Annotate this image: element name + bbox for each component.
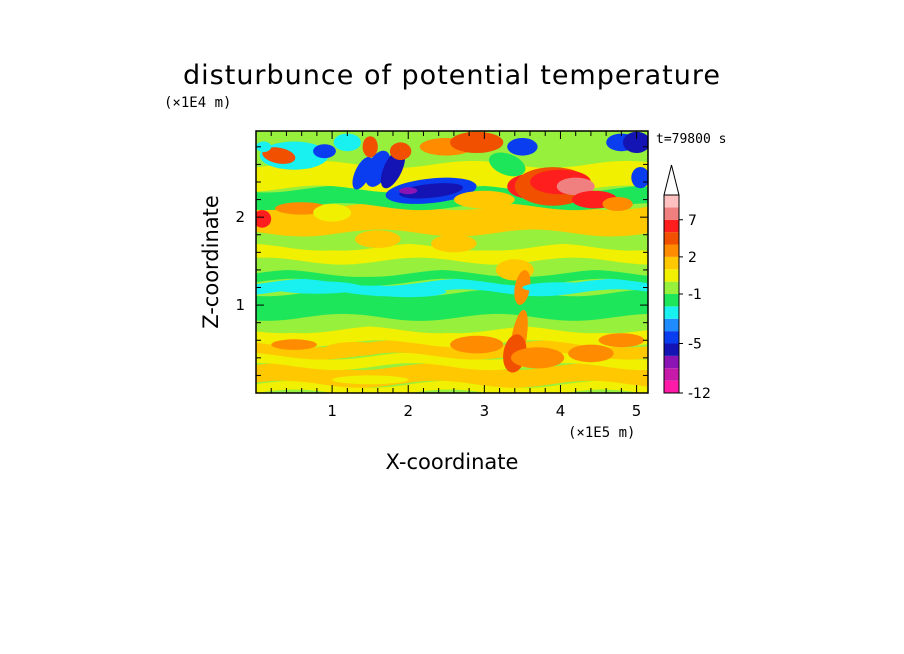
field-feature <box>453 190 515 209</box>
field-feature <box>355 230 401 248</box>
field-feature <box>631 167 648 189</box>
y-unit-label: (×1E4 m) <box>164 95 231 111</box>
colorbar-swatch <box>664 256 679 270</box>
colorbar: -12-5-127 <box>663 164 711 402</box>
colorbar-swatch <box>664 306 679 319</box>
colorbar-swatch <box>664 331 679 344</box>
field-band <box>256 243 648 265</box>
plot-frame <box>255 130 649 394</box>
colorbar-swatch <box>664 380 679 394</box>
y-tick-label: 1 <box>235 296 245 314</box>
field-feature <box>389 142 412 160</box>
field-feature <box>568 344 614 363</box>
field-band <box>256 257 648 277</box>
colorbar-swatch <box>664 294 679 307</box>
colorbar-label: 2 <box>688 250 697 266</box>
colorbar-swatch <box>664 368 679 381</box>
x-unit-label: (×1E5 m) <box>568 425 635 441</box>
colorbar-swatch <box>664 269 679 282</box>
x-tick-label: 1 <box>327 402 337 420</box>
field-band <box>256 380 648 393</box>
field-feature <box>332 375 409 385</box>
x-axis: 1 2 3 4 5 <box>270 131 642 420</box>
chart-title: disturbunce of potential temperature <box>183 60 721 91</box>
field-feature <box>514 371 576 380</box>
field-feature <box>431 234 477 253</box>
colorbar-extend-arrow <box>663 164 680 196</box>
x-tick-label: 3 <box>480 402 490 420</box>
field-feature <box>256 210 272 228</box>
x-tick-label: 5 <box>632 402 642 420</box>
field-feature <box>399 183 463 199</box>
field-feature <box>399 187 418 195</box>
colorbar-label: 7 <box>688 213 697 229</box>
x-axis-label: X-coordinate <box>386 450 519 474</box>
colorbar-label: -5 <box>688 337 702 353</box>
field-feature <box>352 156 373 190</box>
field-band <box>256 203 648 237</box>
colorbar-swatch <box>664 281 679 295</box>
colorbar-swatch <box>664 195 679 208</box>
field-feature <box>370 286 447 298</box>
colorbar-swatch <box>664 207 679 220</box>
field-feature <box>450 131 504 153</box>
field-feature <box>271 339 317 350</box>
colorbar-swatch <box>664 343 679 356</box>
x-tick-label: 4 <box>556 402 566 420</box>
field-band <box>256 269 648 286</box>
colorbar-swatch <box>664 232 679 245</box>
x-tick-label: 2 <box>403 402 413 420</box>
field-feature <box>450 335 504 354</box>
field-feature <box>602 197 633 211</box>
plot-area <box>256 131 648 393</box>
y-axis-label: Z-coordinate <box>199 195 223 329</box>
field-feature <box>313 144 336 159</box>
field-features <box>256 131 648 385</box>
field-feature <box>622 131 648 153</box>
y-tick-label: 2 <box>235 208 245 226</box>
field-feature <box>522 282 599 293</box>
field-feature <box>488 152 526 177</box>
time-label: t=79800 s <box>656 132 726 147</box>
colorbar-swatch <box>664 355 679 369</box>
field-feature <box>333 133 361 152</box>
colorbar-swatch <box>664 318 679 332</box>
y-axis: 12 <box>235 146 648 376</box>
field-feature <box>262 147 296 164</box>
field-feature <box>362 136 378 158</box>
colorbar-swatch <box>664 244 679 257</box>
field-feature <box>598 333 645 348</box>
field-feature <box>510 347 565 369</box>
colorbar-label: -12 <box>688 386 711 402</box>
field-feature <box>549 142 603 160</box>
field-feature <box>507 138 538 156</box>
field-feature <box>271 281 363 294</box>
colorbar-swatch <box>664 219 679 233</box>
field-feature <box>324 342 386 356</box>
colorbar-label: -1 <box>688 287 702 303</box>
field-band <box>256 289 648 321</box>
field-feature <box>256 141 272 153</box>
field-feature <box>313 204 352 222</box>
field-feature <box>556 177 595 196</box>
